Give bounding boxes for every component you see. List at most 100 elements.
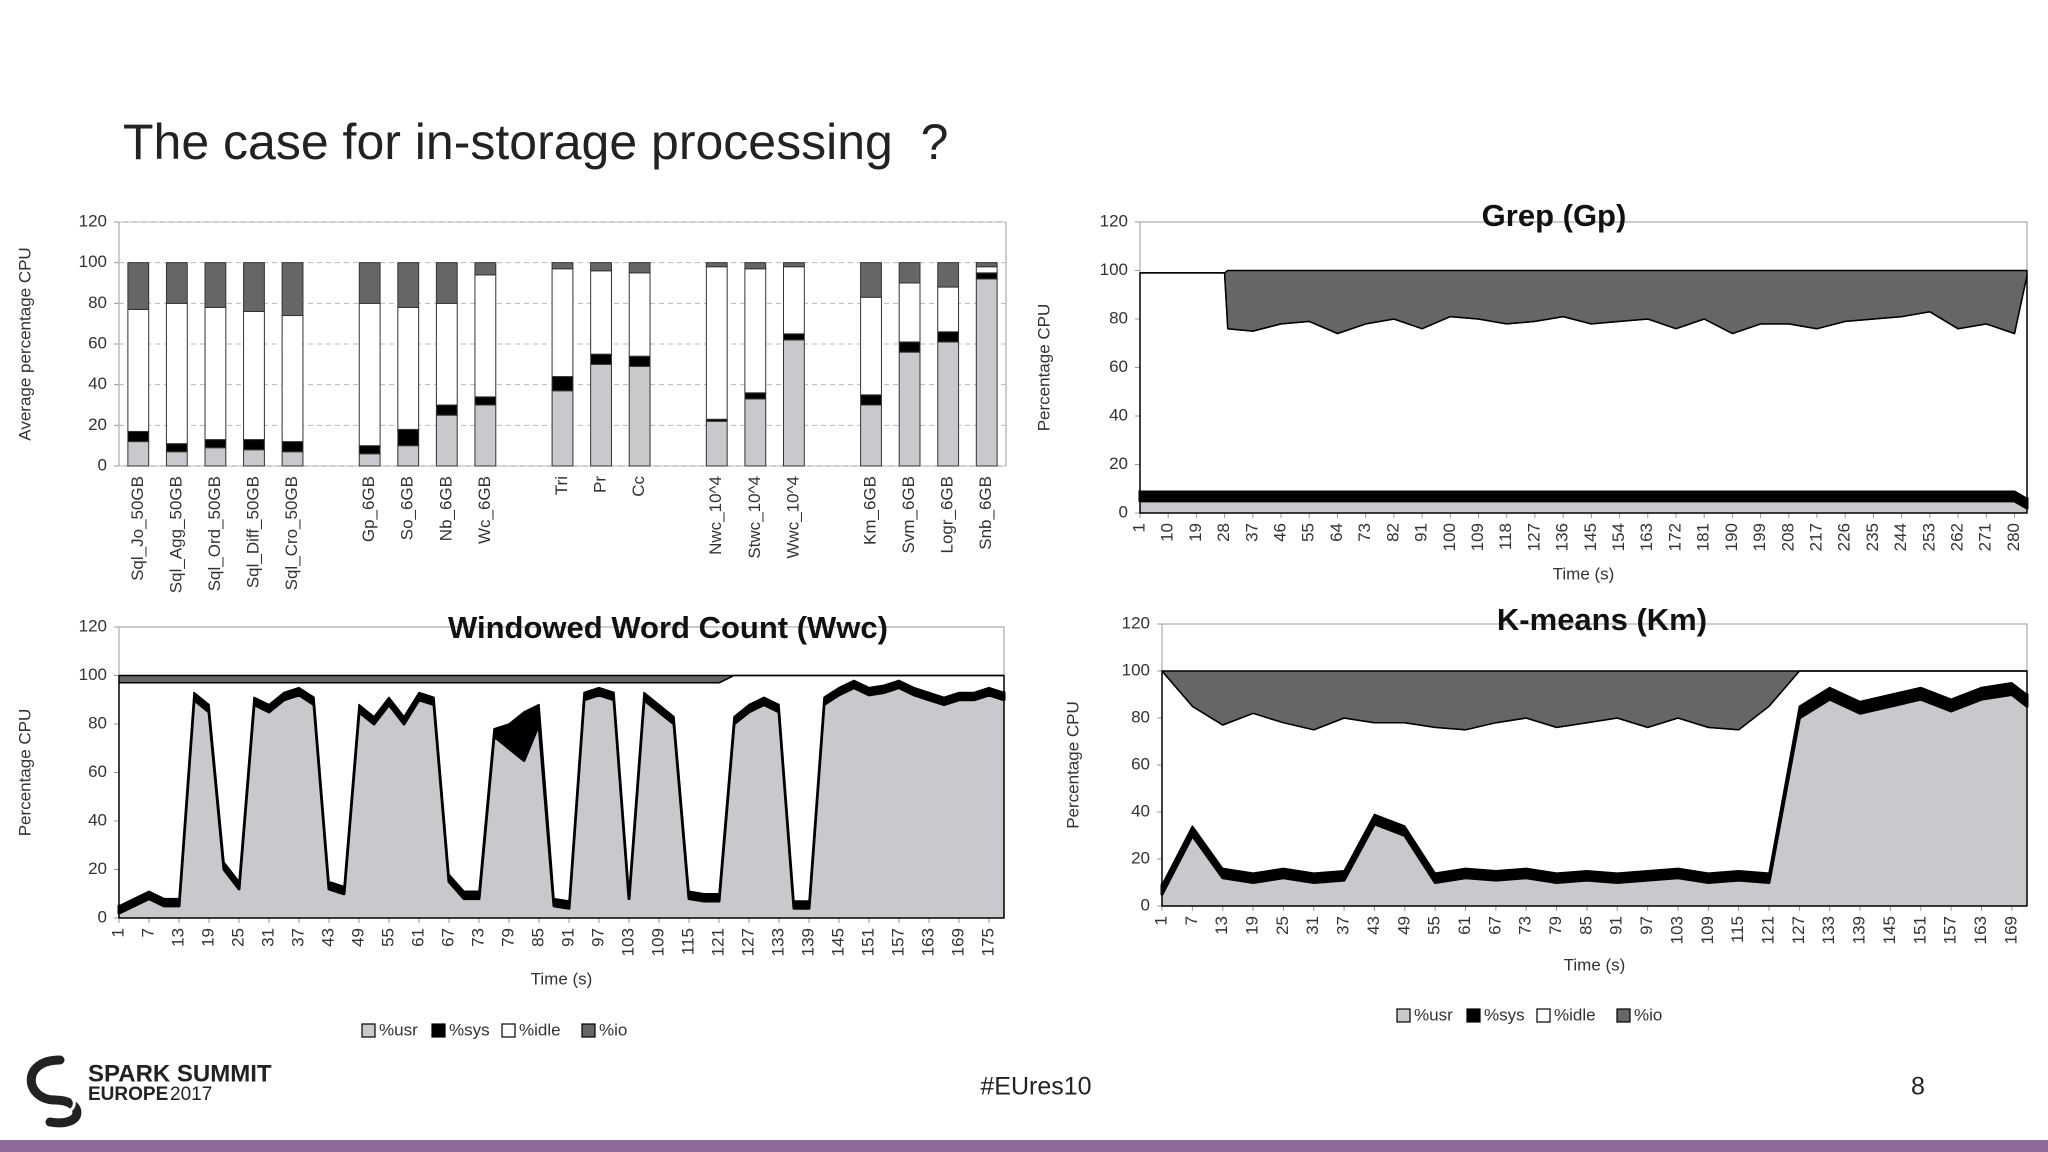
x-tick-label: 43 — [1364, 916, 1383, 935]
bar-segment — [860, 262, 882, 298]
bar-segment — [898, 282, 921, 343]
x-tick-label: 103 — [618, 928, 637, 956]
x-tick-label: 115 — [1728, 916, 1747, 943]
x-tick-label: 109 — [1698, 916, 1717, 944]
legend-label: %idle — [519, 1020, 561, 1039]
bar-segment — [898, 341, 921, 353]
bar-segment — [474, 404, 497, 467]
bar-segment — [975, 266, 998, 274]
area-series — [1139, 500, 2028, 514]
bar-segment — [898, 351, 921, 467]
bar-segment — [397, 306, 420, 430]
legend-label: %io — [599, 1020, 627, 1039]
x-tick-label: 133 — [1819, 916, 1838, 944]
bar-segment — [474, 262, 497, 276]
x-tick-label: 199 — [1750, 523, 1769, 551]
page-number: 8 — [1911, 1073, 1925, 1101]
x-tick-label: 43 — [318, 928, 337, 947]
bar-segment — [281, 451, 304, 467]
logo-mark — [26, 1055, 82, 1128]
brand-line2: EUROPE — [88, 1084, 168, 1105]
bar-segment — [898, 262, 921, 284]
y-tick-label: 80 — [1109, 308, 1128, 327]
bar-segment — [705, 420, 728, 467]
chart-title: Grep (Gp) — [1482, 198, 1627, 233]
y-axis-label: Average percentage CPU — [15, 247, 34, 440]
x-tick-label: 82 — [1383, 523, 1402, 542]
x-tick-label: 235 — [1863, 523, 1882, 551]
x-tick-label: 151 — [858, 928, 877, 956]
bar-segment — [590, 262, 612, 272]
bar-segment — [127, 430, 150, 443]
chart: 0 20 40 60 80 100 120 Average percentage CPU Sql… — [15, 211, 1007, 593]
x-tick-label: Logr_6GB — [938, 476, 957, 554]
bar-segment — [782, 339, 805, 467]
legend-swatch — [581, 1023, 596, 1038]
bar-segment — [744, 262, 767, 270]
bar-segment — [744, 392, 767, 400]
bar-segment — [204, 306, 227, 441]
x-tick-label: Svm_6GB — [899, 476, 918, 553]
x-tick-label: 145 — [1581, 523, 1600, 551]
bar-segment — [204, 439, 227, 449]
y-tick-label: 120 — [79, 211, 107, 230]
y-axis-label: Percentage CPU — [1063, 701, 1082, 829]
x-tick-label: 1 — [1129, 523, 1148, 532]
brand-logo: SPARK SUMMIT EUROPE 2017 — [26, 1055, 272, 1128]
x-tick-label: Tri — [552, 476, 571, 495]
legend-label: %sys — [1484, 1005, 1525, 1024]
bar-segment — [165, 302, 188, 445]
x-tick-label: 55 — [1299, 523, 1318, 542]
y-tick-label: 60 — [88, 762, 107, 781]
chart: 0 20 40 60 80 100 120 Percentage CPU Time (s) 1 7 1… — [15, 610, 1006, 1039]
bar-segment — [474, 274, 497, 398]
x-tick-label: 61 — [408, 928, 427, 947]
x-tick-label: 37 — [1242, 523, 1261, 542]
chart: 0 20 40 60 80 100 120 Percentage CPU Time (s) 1 10… — [1034, 198, 2029, 583]
brand-year: 2017 — [170, 1084, 212, 1105]
x-tick-label: 97 — [588, 928, 607, 947]
x-tick-label: 151 — [1910, 916, 1929, 944]
x-tick-label: 136 — [1553, 523, 1572, 551]
bar-segment — [358, 445, 381, 455]
bar-segment — [590, 363, 612, 467]
x-tick-label: 91 — [1412, 523, 1431, 542]
x-tick-label: 1 — [1151, 916, 1170, 925]
bar-segment — [281, 315, 304, 443]
area-series — [1139, 269, 2028, 335]
legend-swatch — [501, 1023, 516, 1038]
y-axis-label: Percentage CPU — [1034, 304, 1053, 432]
y-tick-label: 100 — [1122, 660, 1150, 679]
x-tick-label: 19 — [198, 928, 217, 947]
x-tick-label: 7 — [1182, 916, 1201, 925]
bar-segment — [127, 262, 150, 310]
bar-segment — [860, 394, 882, 406]
x-tick-label: Sql_Cro_50GB — [282, 476, 301, 590]
chart-title: K-means (Km) — [1497, 602, 1707, 637]
bar-segment — [975, 272, 998, 280]
x-tick-label: 217 — [1806, 523, 1825, 551]
y-tick-label: 100 — [79, 252, 107, 271]
y-tick-label: 0 — [1141, 895, 1150, 914]
x-tick-label: Cc — [629, 476, 648, 497]
x-axis-label: Time (s) — [1553, 564, 1615, 583]
x-tick-label: 280 — [2004, 523, 2023, 551]
bar-segment — [551, 262, 574, 270]
bar-segment — [243, 449, 265, 467]
x-tick-label: 244 — [1891, 523, 1910, 551]
bar-segment — [204, 447, 227, 467]
legend-label: %usr — [1414, 1005, 1453, 1024]
x-tick-label: 46 — [1271, 523, 1290, 542]
bar-segment — [628, 272, 651, 357]
bar-segment — [860, 296, 882, 396]
x-tick-label: 253 — [1919, 523, 1938, 551]
x-tick-label: 73 — [468, 928, 487, 947]
x-tick-label: 97 — [1637, 916, 1656, 935]
y-tick-label: 60 — [1131, 754, 1150, 773]
bar-segment — [551, 268, 574, 378]
x-tick-label: 31 — [258, 928, 277, 947]
bar-segment — [744, 268, 767, 394]
x-tick-label: 145 — [828, 928, 847, 956]
x-tick-label: 13 — [168, 928, 187, 947]
x-tick-label: Nb_6GB — [436, 476, 455, 541]
